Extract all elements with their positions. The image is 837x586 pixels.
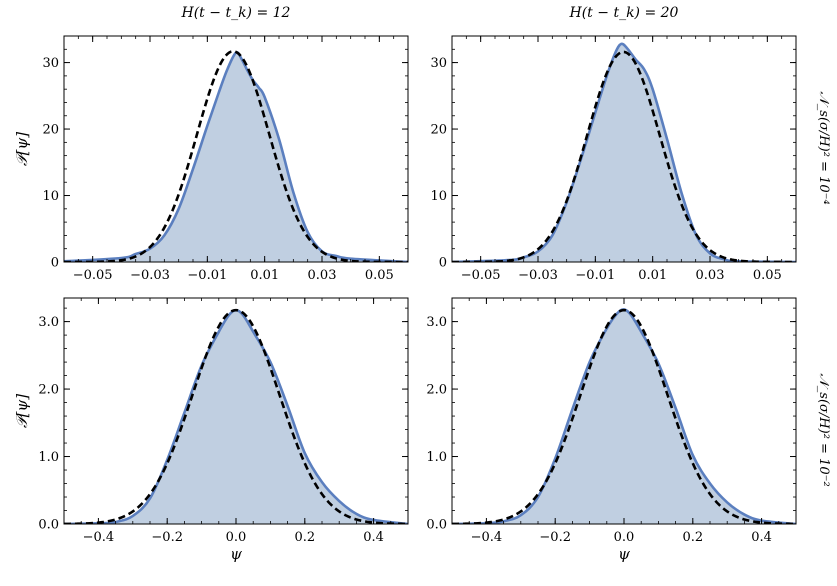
x-axis-label: ψ <box>230 545 242 563</box>
distribution-line <box>452 42 796 262</box>
x-tick-label: −0.01 <box>187 268 227 283</box>
distribution-fill <box>64 310 408 524</box>
y-tick-label: 1.0 <box>38 450 59 465</box>
x-tick-label: −0.05 <box>461 268 501 283</box>
y-tick-label: 0 <box>439 256 447 271</box>
row-title-top: 𝒩_s(σ/H)² = 10⁻⁴ <box>816 91 831 204</box>
y-axis-label: 𝒫[ψ] <box>13 132 31 166</box>
x-tick-label: 0.05 <box>365 268 394 283</box>
x-axis-label: ψ <box>618 545 630 563</box>
x-tick-label: 0.2 <box>294 530 315 545</box>
y-tick-label: 0.0 <box>426 518 447 533</box>
column-titles: H(t − t_k) = 12 H(t − t_k) = 20 <box>181 5 679 21</box>
y-tick-label: 3.0 <box>426 315 447 330</box>
x-tick-label: 0.03 <box>696 268 725 283</box>
x-tick-label: 0.0 <box>614 530 635 545</box>
x-tick-label: −0.4 <box>83 530 115 545</box>
y-tick-label: 0.0 <box>38 518 59 533</box>
x-tick-label: 0.2 <box>682 530 703 545</box>
plot-area <box>452 308 796 524</box>
distribution-fill <box>452 43 796 262</box>
y-tick-label: 2.0 <box>426 383 447 398</box>
subplot-grid: −0.05 −0.03 −0.01 0.01 0.03 0.050102030𝒫[ψ]−0… <box>13 35 797 563</box>
plot-area <box>64 308 408 524</box>
x-tick-label: 0.01 <box>638 268 667 283</box>
plot-area <box>452 42 796 262</box>
x-tick-label: −0.2 <box>539 530 571 545</box>
y-axis-label: 𝒫[ψ] <box>13 394 31 428</box>
x-tick-label: 0.0 <box>226 530 247 545</box>
subplot-r1c1: −0.05 −0.03 −0.01 0.01 0.03 0.05 0 10 20 30 𝒫[ψ] <box>13 35 409 283</box>
plot-area <box>64 50 408 262</box>
gaussian-fit-line <box>64 308 408 524</box>
y-tick-label: 20 <box>42 123 59 138</box>
row-title-bottom: 𝒩_s(σ/H)² = 10⁻² <box>816 373 831 486</box>
y-tick-label: 10 <box>42 189 59 204</box>
x-tick-label: −0.4 <box>471 530 503 545</box>
y-tick-label: 2.0 <box>38 383 59 398</box>
y-tick-label: 30 <box>430 56 447 71</box>
x-tick-label: −0.03 <box>130 268 170 283</box>
subplot-r1c2: −0.05 −0.03 −0.01 0.01 0.03 0.05 0 10 20 30 <box>430 35 797 283</box>
gaussian-fit-line <box>452 308 796 524</box>
distribution-fill <box>64 52 408 262</box>
y-tick-label: 0 <box>51 256 59 271</box>
subplot-r2c1: −0.4 −0.2 0.0 0.2 0.4 0.0 1.0 2.0 3.0 𝒫[ψ] ψ <box>13 297 409 563</box>
x-tick-label: 0.01 <box>250 268 279 283</box>
column-title-right: H(t − t_k) = 20 <box>569 5 679 21</box>
x-tick-label: 0.4 <box>751 530 772 545</box>
x-tick-label: −0.03 <box>518 268 558 283</box>
y-tick-label: 3.0 <box>38 315 59 330</box>
distribution-fill <box>452 309 796 524</box>
subplot-r2c2: −0.4 −0.2 0.0 0.2 0.4 0.0 1.0 2.0 3.0 ψ <box>426 297 797 563</box>
x-tick-label: −0.2 <box>151 530 183 545</box>
y-tick-label: 30 <box>42 56 59 71</box>
distribution-line <box>64 51 408 262</box>
y-tick-label: 1.0 <box>426 450 447 465</box>
x-tick-label: 0.03 <box>308 268 337 283</box>
column-title-left: H(t − t_k) = 12 <box>181 5 291 21</box>
x-tick-label: −0.05 <box>73 268 113 283</box>
x-tick-label: 0.05 <box>753 268 782 283</box>
y-tick-label: 20 <box>430 123 447 138</box>
row-titles: 𝒩_s(σ/H)² = 10⁻⁴ 𝒩_s(σ/H)² = 10⁻² <box>816 91 831 486</box>
x-tick-label: −0.01 <box>575 268 615 283</box>
y-tick-label: 10 <box>430 189 447 204</box>
x-tick-label: 0.4 <box>363 530 384 545</box>
